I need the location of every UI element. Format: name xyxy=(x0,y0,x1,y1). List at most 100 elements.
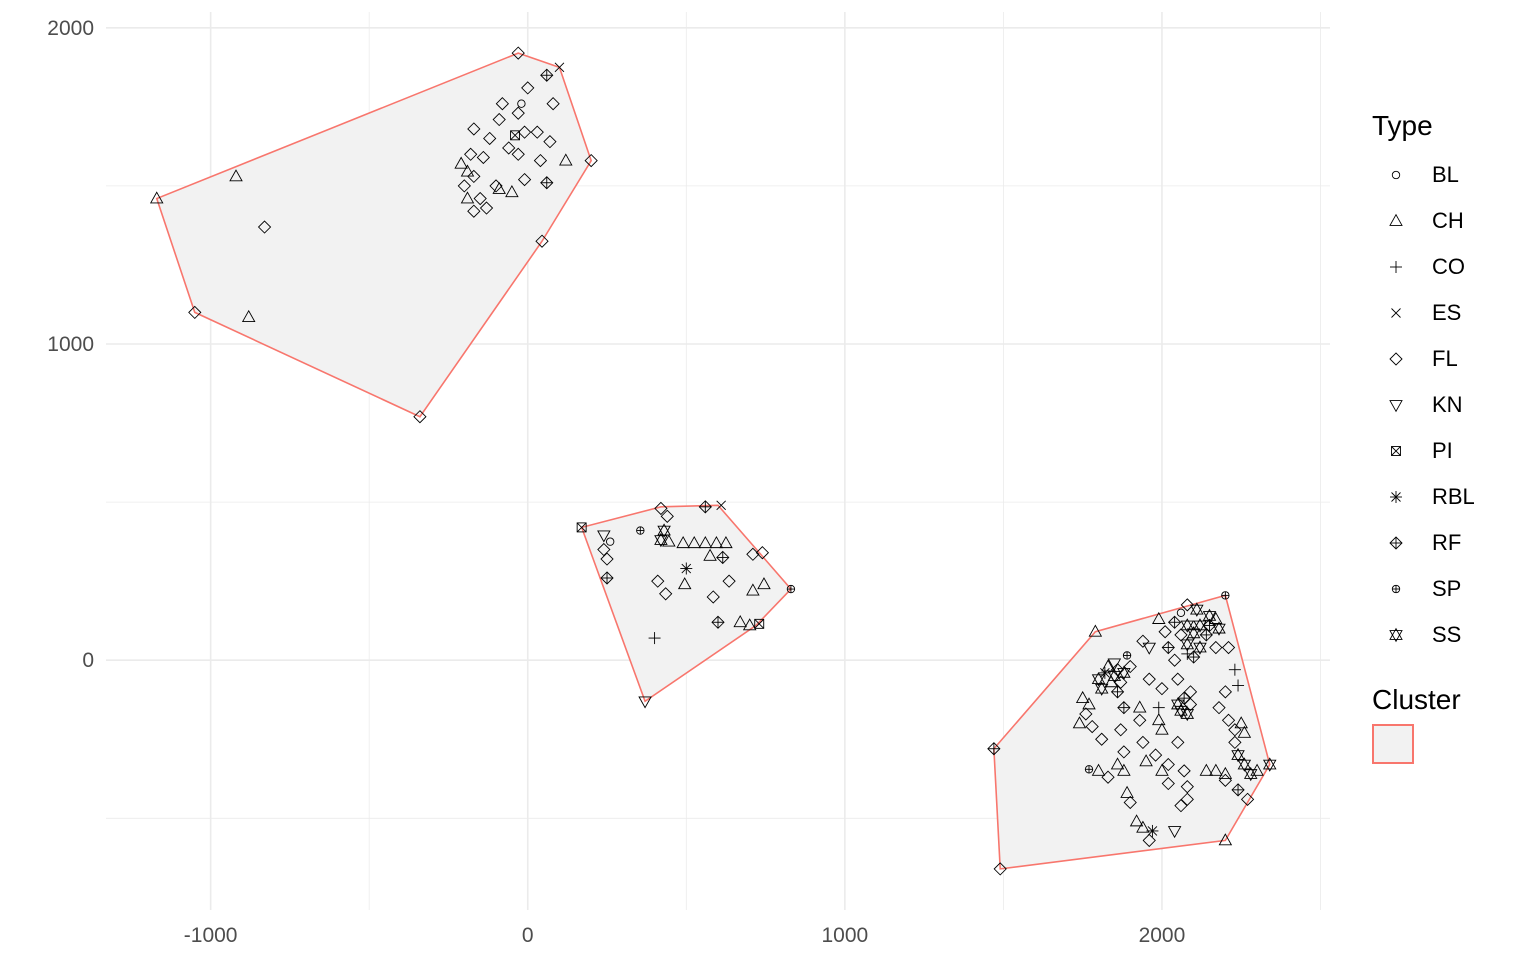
legend-label: FL xyxy=(1432,346,1458,371)
y-axis-ticks: 0 1000 2000 xyxy=(47,17,94,672)
point-ch xyxy=(1218,766,1233,779)
point-sp xyxy=(1122,651,1132,660)
point-ch xyxy=(1151,611,1166,624)
point-ch xyxy=(454,156,468,169)
point-bl xyxy=(606,537,615,546)
point-fl xyxy=(1228,723,1242,737)
legend-label: CH xyxy=(1432,208,1464,233)
point-ch xyxy=(746,583,760,596)
legend-key-co xyxy=(1390,261,1402,273)
point-fl xyxy=(464,147,478,161)
point-fl xyxy=(535,234,549,248)
point-ch xyxy=(1237,725,1252,738)
point-fl xyxy=(188,305,202,320)
point-ss xyxy=(1180,618,1195,633)
legend-cluster-key xyxy=(1372,724,1414,764)
point-fl xyxy=(511,106,525,120)
legend-key-bl xyxy=(1391,170,1401,180)
point-ss xyxy=(1094,681,1109,696)
legend-label: RBL xyxy=(1432,484,1475,509)
point-rf xyxy=(1389,536,1403,550)
y-tick-label: 2000 xyxy=(47,17,94,40)
point-ch xyxy=(1209,763,1223,776)
point-fl xyxy=(1171,672,1185,686)
point-ch xyxy=(1088,624,1103,637)
x-axis-ticks: -1000 0 1000 2000 xyxy=(184,924,1186,947)
point-ch xyxy=(1120,785,1134,798)
x-tick-label: 0 xyxy=(522,924,534,947)
point-kn xyxy=(1142,642,1157,655)
legend-item-rbl: RBL xyxy=(1372,474,1475,520)
point-ch xyxy=(719,535,733,549)
point-ch xyxy=(1132,700,1147,713)
point-fl xyxy=(1123,659,1137,674)
legend-label: SS xyxy=(1432,622,1462,647)
point-sp xyxy=(636,526,645,535)
point-ch xyxy=(1104,675,1118,688)
point-bl xyxy=(1391,170,1401,180)
point-fl xyxy=(473,191,487,206)
point-fl xyxy=(502,141,516,155)
point-rf xyxy=(600,571,614,585)
point-fl xyxy=(1142,672,1156,686)
point-ch xyxy=(559,153,573,166)
legend-key-rbl xyxy=(1390,491,1402,503)
legend-item-rf: RF xyxy=(1372,520,1475,566)
point-es xyxy=(554,62,565,73)
point-fl xyxy=(1240,792,1255,806)
legend-item-ss: SS xyxy=(1372,612,1475,658)
point-rf xyxy=(540,68,554,82)
point-fl xyxy=(1221,713,1236,727)
point-rbl xyxy=(1146,824,1159,837)
point-ch xyxy=(1101,659,1115,672)
point-fl xyxy=(722,574,736,588)
point-fl xyxy=(1114,723,1128,737)
legend-item-ch: CH xyxy=(1372,198,1475,244)
legend-cluster-title: Cluster xyxy=(1372,684,1461,715)
y-tick-label: 0 xyxy=(82,649,94,672)
legend-item-co: CO xyxy=(1372,244,1475,290)
legend-item-fl: FL xyxy=(1372,336,1475,382)
point-fl xyxy=(1161,776,1175,791)
point-ss xyxy=(1186,626,1201,641)
legend-key-ch xyxy=(1389,213,1403,226)
point-fl xyxy=(1101,770,1115,784)
point-ch xyxy=(1199,763,1214,776)
legend-type-items: BL CH CO ES FL KN PI RBL RF SP SS xyxy=(1372,152,1475,658)
point-fl xyxy=(492,112,506,127)
legend-key-sp xyxy=(1391,584,1401,594)
point-ch xyxy=(703,548,717,561)
point-fl xyxy=(517,172,532,187)
point-ss xyxy=(1117,665,1131,681)
point-fl xyxy=(1180,598,1194,612)
legend-key-kn xyxy=(1389,400,1403,413)
point-ch xyxy=(149,191,164,204)
point-fl xyxy=(1079,707,1093,721)
point-fl xyxy=(1174,799,1188,813)
point-ch xyxy=(733,615,747,628)
point-fl xyxy=(1228,735,1242,750)
point-fl xyxy=(755,546,770,560)
point-fl xyxy=(483,131,497,146)
legend-key-es xyxy=(1391,308,1401,318)
legend: Type BL CH CO ES FL KN PI RBL RF SP SS Cluster xyxy=(1372,110,1475,764)
point-fl xyxy=(1389,352,1403,366)
point-ss xyxy=(1237,757,1252,772)
point-ch xyxy=(1075,690,1090,704)
point-fl xyxy=(1114,675,1128,689)
legend-type-title: Type xyxy=(1372,110,1433,141)
point-fl xyxy=(1171,735,1185,750)
point-ch xyxy=(687,535,701,549)
point-fl xyxy=(1212,700,1226,715)
point-ss xyxy=(1389,627,1403,643)
point-ch xyxy=(1218,833,1233,846)
point-ss xyxy=(1262,757,1277,772)
point-fl xyxy=(1095,732,1109,746)
legend-item-pi: PI xyxy=(1372,428,1475,474)
legend-item-sp: SP xyxy=(1372,566,1475,612)
point-pi xyxy=(510,130,521,141)
point-fl xyxy=(413,410,427,424)
point-kn xyxy=(1389,400,1403,413)
point-fl xyxy=(1136,634,1150,648)
point-ch xyxy=(1139,754,1153,767)
